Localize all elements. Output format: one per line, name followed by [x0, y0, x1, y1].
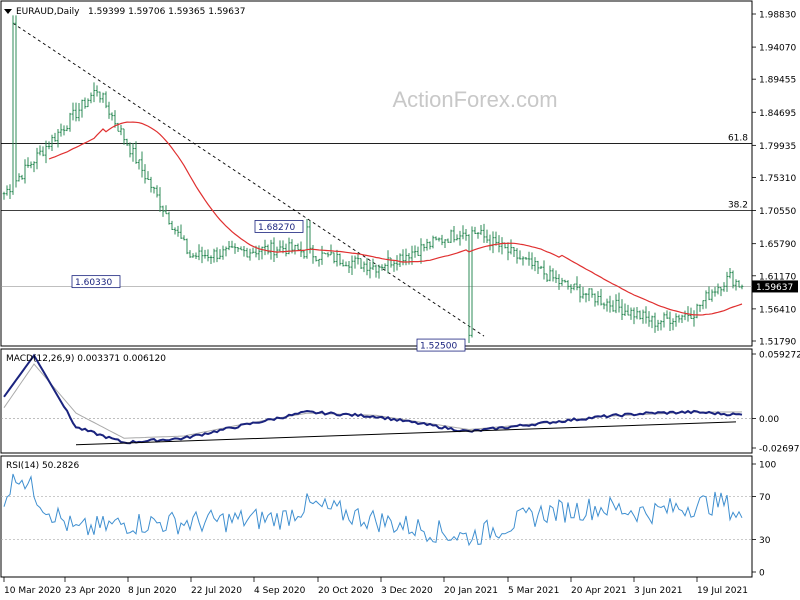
- macd-trend-line: [75, 421, 737, 446]
- rsi-ytick-label: 30: [759, 536, 771, 546]
- price-ytick-label: 1.65790: [759, 240, 796, 250]
- macd-ytick-label: -0.026978: [759, 445, 800, 455]
- price-annotation-box: [71, 275, 121, 289]
- rsi-label: RSI(14) 50.2826: [6, 461, 79, 471]
- macd-ytick-label: 0.059272: [759, 351, 800, 361]
- current-price-tag-text: 1.59637: [756, 283, 793, 293]
- price-ytick-label: 1.79935: [759, 142, 796, 152]
- xtick-label: 3 Dec 2020: [381, 586, 433, 596]
- rsi-ytick-label: 100: [759, 461, 776, 471]
- xtick-label: 23 Apr 2020: [65, 586, 121, 596]
- price-annotation-text: 1.60330: [75, 278, 112, 288]
- price-layer: 61.8 38.2 1.68270 1.60330 1.52500 1.59637: [1, 15, 798, 352]
- current-price-tag: [752, 280, 798, 293]
- macd-panel: [0, 348, 753, 454]
- dropdown-triangle-icon[interactable]: [4, 9, 12, 14]
- price-ytick-label: 1.84695: [759, 109, 796, 119]
- rsi-panel: [0, 455, 753, 578]
- price-ytick-label: 1.98830: [759, 11, 796, 21]
- price-ytick-label: 1.94070: [759, 44, 796, 54]
- price-ytick-label: 1.70550: [759, 207, 796, 217]
- price-annotation-box: [416, 338, 466, 352]
- axes-layer: 1.98830 1.94070 1.89455 1.84695 1.79935 1.753…: [3, 11, 800, 596]
- price-annotation-box: [254, 220, 304, 233]
- price-ytick-label: 1.61170: [759, 272, 796, 282]
- xtick-label: 20 Jan 2021: [444, 586, 498, 596]
- xtick-label: 10 Mar 2020: [4, 586, 61, 596]
- trend-line-dotted: [12, 22, 485, 337]
- xtick-label: 8 Jun 2020: [128, 586, 177, 596]
- rsi-ytick-label: 0: [759, 569, 765, 579]
- symbol-label: EURAUD,Daily: [16, 7, 80, 17]
- watermark: ActionForex.com: [392, 87, 557, 112]
- xtick-label: 19 Jul 2021: [697, 586, 748, 596]
- price-header: EURAUD,Daily 1.59399 1.59706 1.59365 1.5…: [4, 7, 245, 17]
- xtick-label: 20 Oct 2020: [318, 586, 374, 596]
- xtick-label: 20 Apr 2021: [571, 586, 627, 596]
- price-ytick-label: 1.75310: [759, 174, 796, 184]
- ohlc-label: 1.59399 1.59706 1.59365 1.59637: [88, 7, 245, 17]
- rsi-ytick-label: 70: [759, 493, 771, 503]
- price-annotation-text: 1.52500: [420, 342, 457, 352]
- macd-label: MACD(12,26,9) 0.003371 0.006120: [6, 354, 166, 364]
- price-ytick-label: 1.51790: [759, 338, 796, 348]
- price-ytick-label: 1.56410: [759, 305, 796, 315]
- rsi-layer: [1, 473, 752, 547]
- fib-label-1: 38.2: [728, 201, 748, 211]
- price-annotation-text: 1.68270: [258, 223, 295, 233]
- moving-average-line: [48, 121, 743, 316]
- xtick-label: 4 Sep 2020: [254, 586, 306, 596]
- fib-label-0: 61.8: [728, 133, 748, 143]
- price-panel: [0, 0, 753, 347]
- xtick-label: 22 Jul 2020: [191, 586, 242, 596]
- xtick-label: 3 Jun 2021: [634, 586, 682, 596]
- macd-ytick-label: 0.00: [759, 415, 779, 425]
- xtick-label: 5 Mar 2021: [508, 586, 559, 596]
- rsi-line: [3, 473, 743, 547]
- macd-layer: [1, 353, 752, 446]
- price-ytick-label: 1.89455: [759, 76, 796, 86]
